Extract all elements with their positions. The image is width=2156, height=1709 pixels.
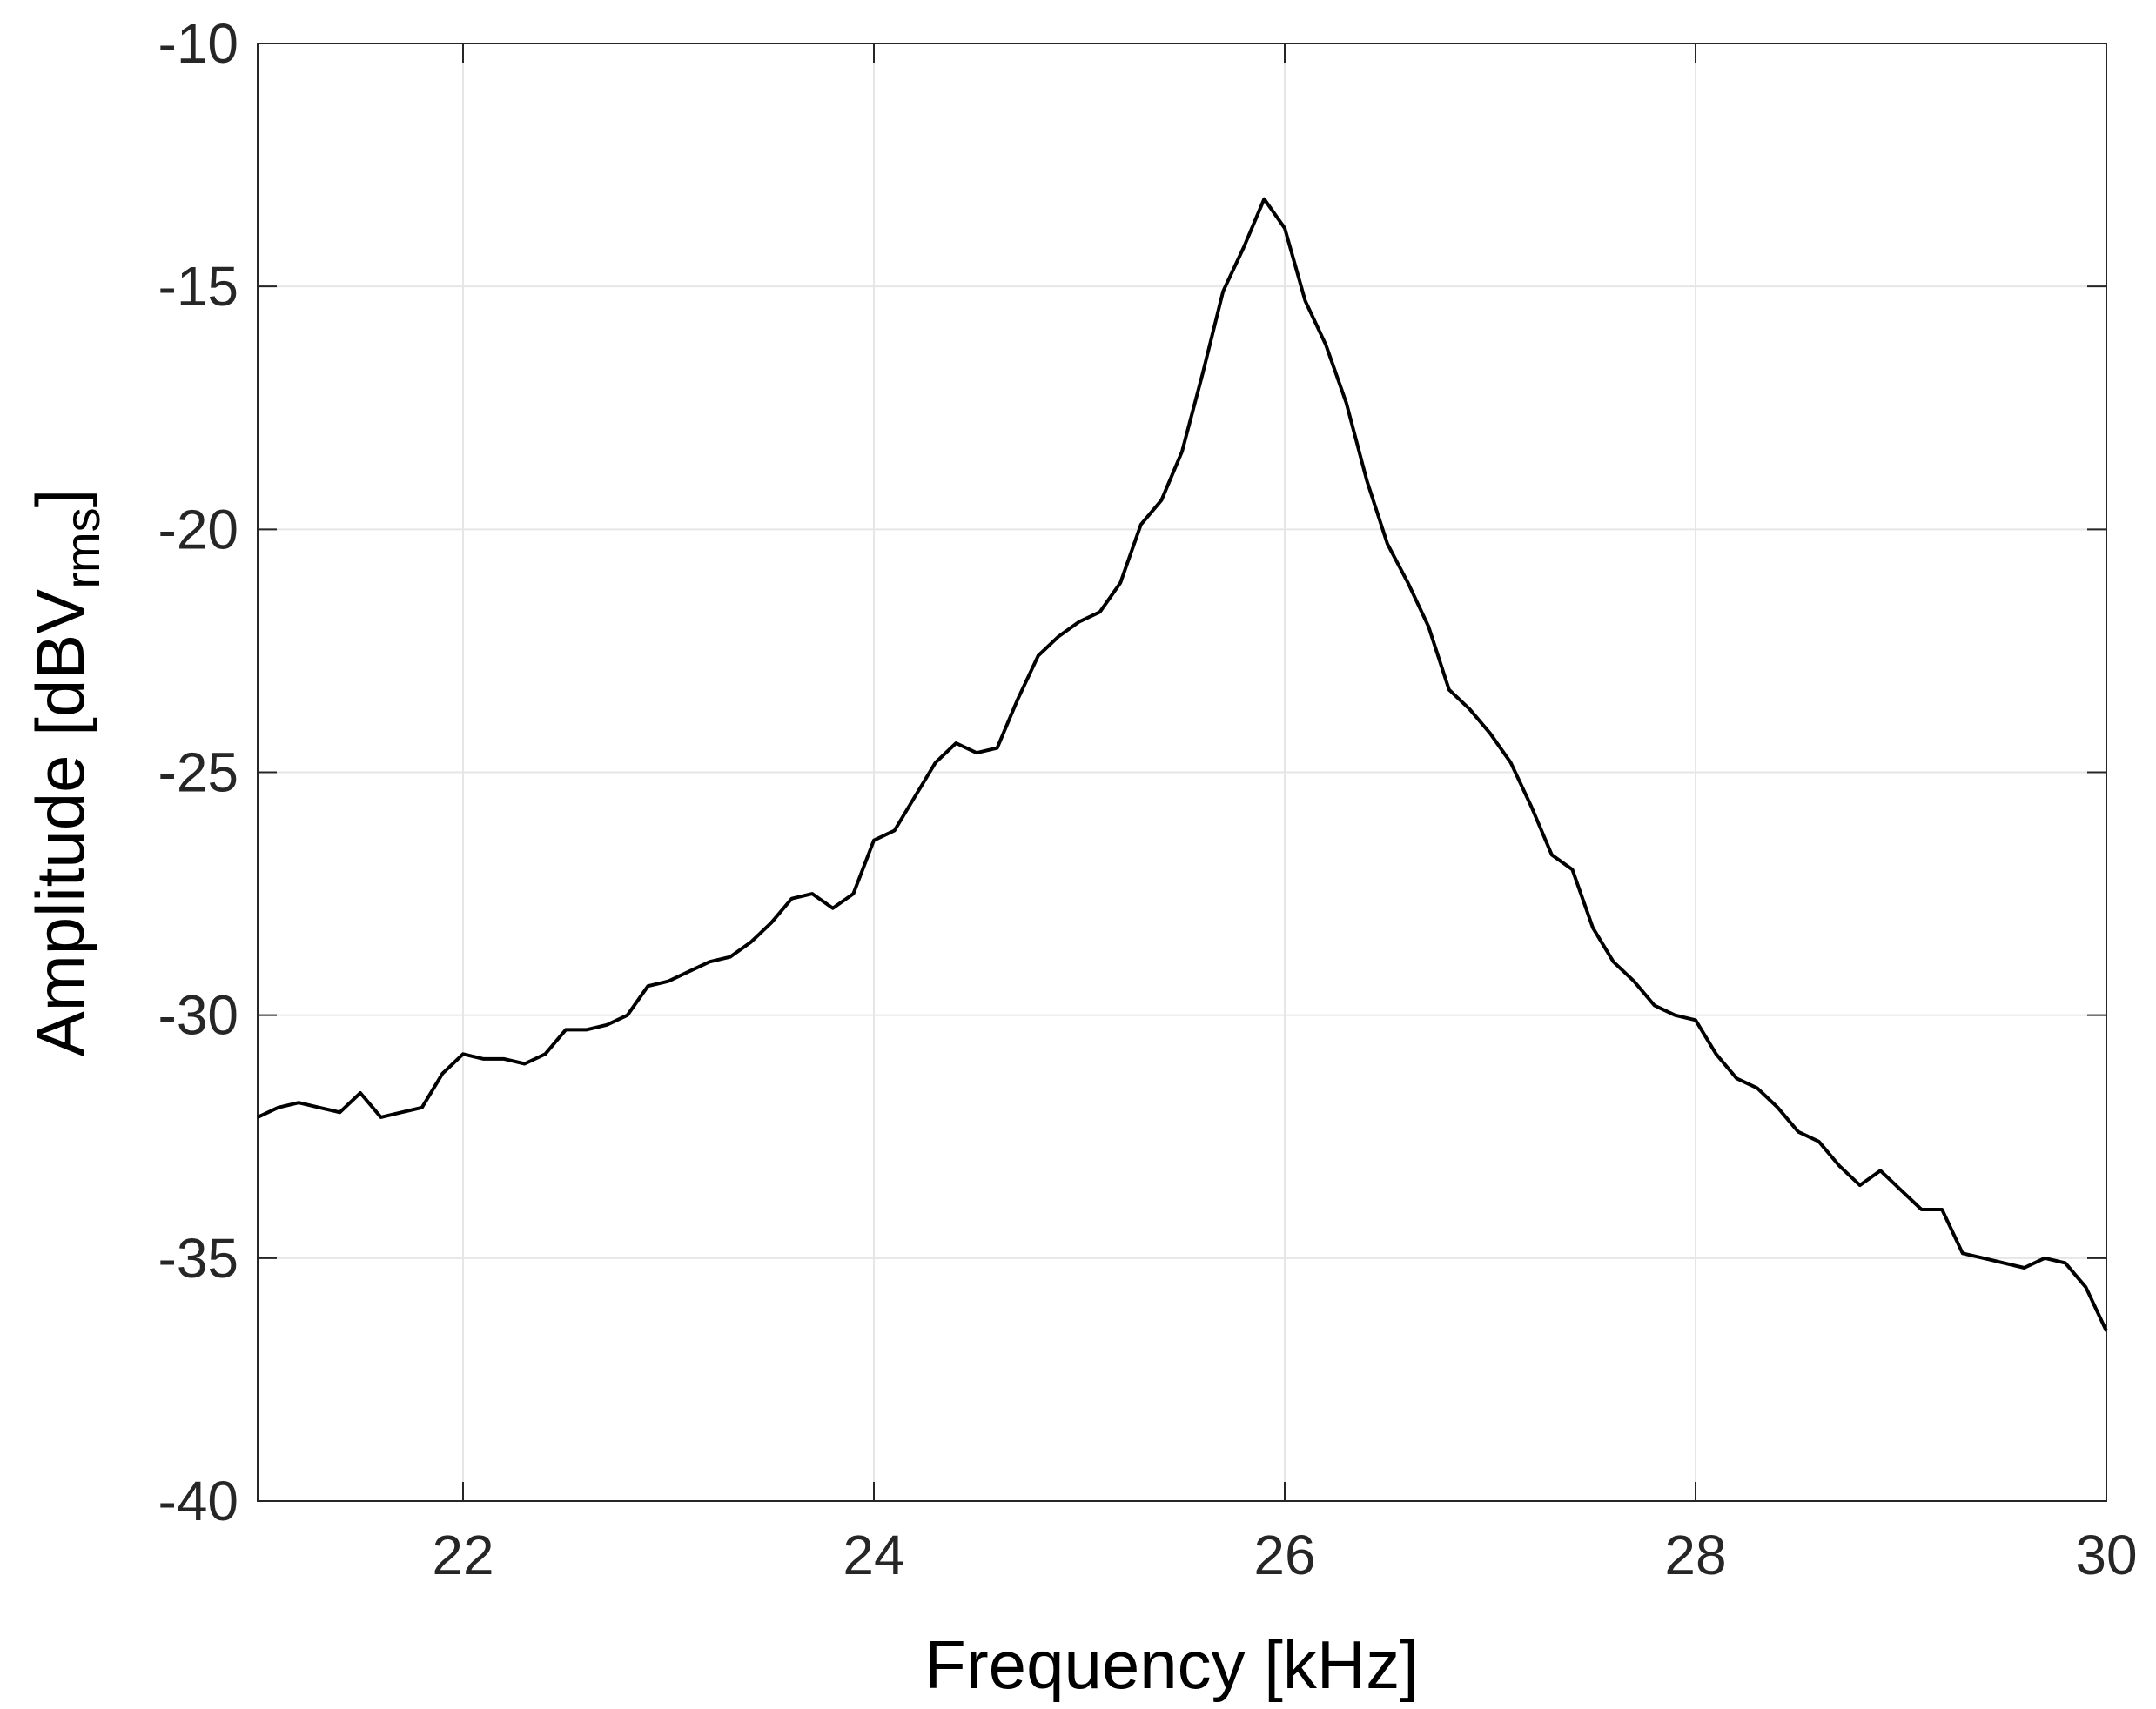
y-tick-label: -15: [158, 255, 239, 318]
y-tick-label: -30: [158, 984, 239, 1047]
x-tick-label: 24: [843, 1524, 904, 1586]
y-tick-label: -10: [158, 12, 239, 75]
y-tick-label: -20: [158, 498, 239, 560]
y-tick-labels: -10 -15 -20 -25 -30 -35 -40: [158, 12, 239, 1532]
x-tick-label: 26: [1253, 1524, 1315, 1586]
y-tick-label: -25: [158, 741, 239, 804]
x-tick-label: 30: [2075, 1524, 2137, 1586]
x-axis-label: Frequency [kHz]: [924, 1626, 1419, 1703]
horizontal-grid-lines: [258, 285, 2106, 1259]
y-tick-label: -35: [158, 1227, 239, 1290]
y-tick-label: -40: [158, 1470, 239, 1532]
y-axis-label-main: Amplitude [dBV: [22, 589, 98, 1057]
x-tick-label: 28: [1664, 1524, 1726, 1586]
y-axis-label-close: ]: [22, 489, 98, 508]
tick-marks: [258, 43, 2107, 1502]
y-axis-label-subscript: rms: [55, 507, 110, 588]
y-axis-label: Amplitude [dBVrms]: [22, 489, 110, 1057]
x-tick-label: 22: [432, 1524, 494, 1586]
x-tick-labels: 22 24 26 28 30: [432, 1524, 2137, 1586]
series-line: [257, 197, 2108, 1332]
